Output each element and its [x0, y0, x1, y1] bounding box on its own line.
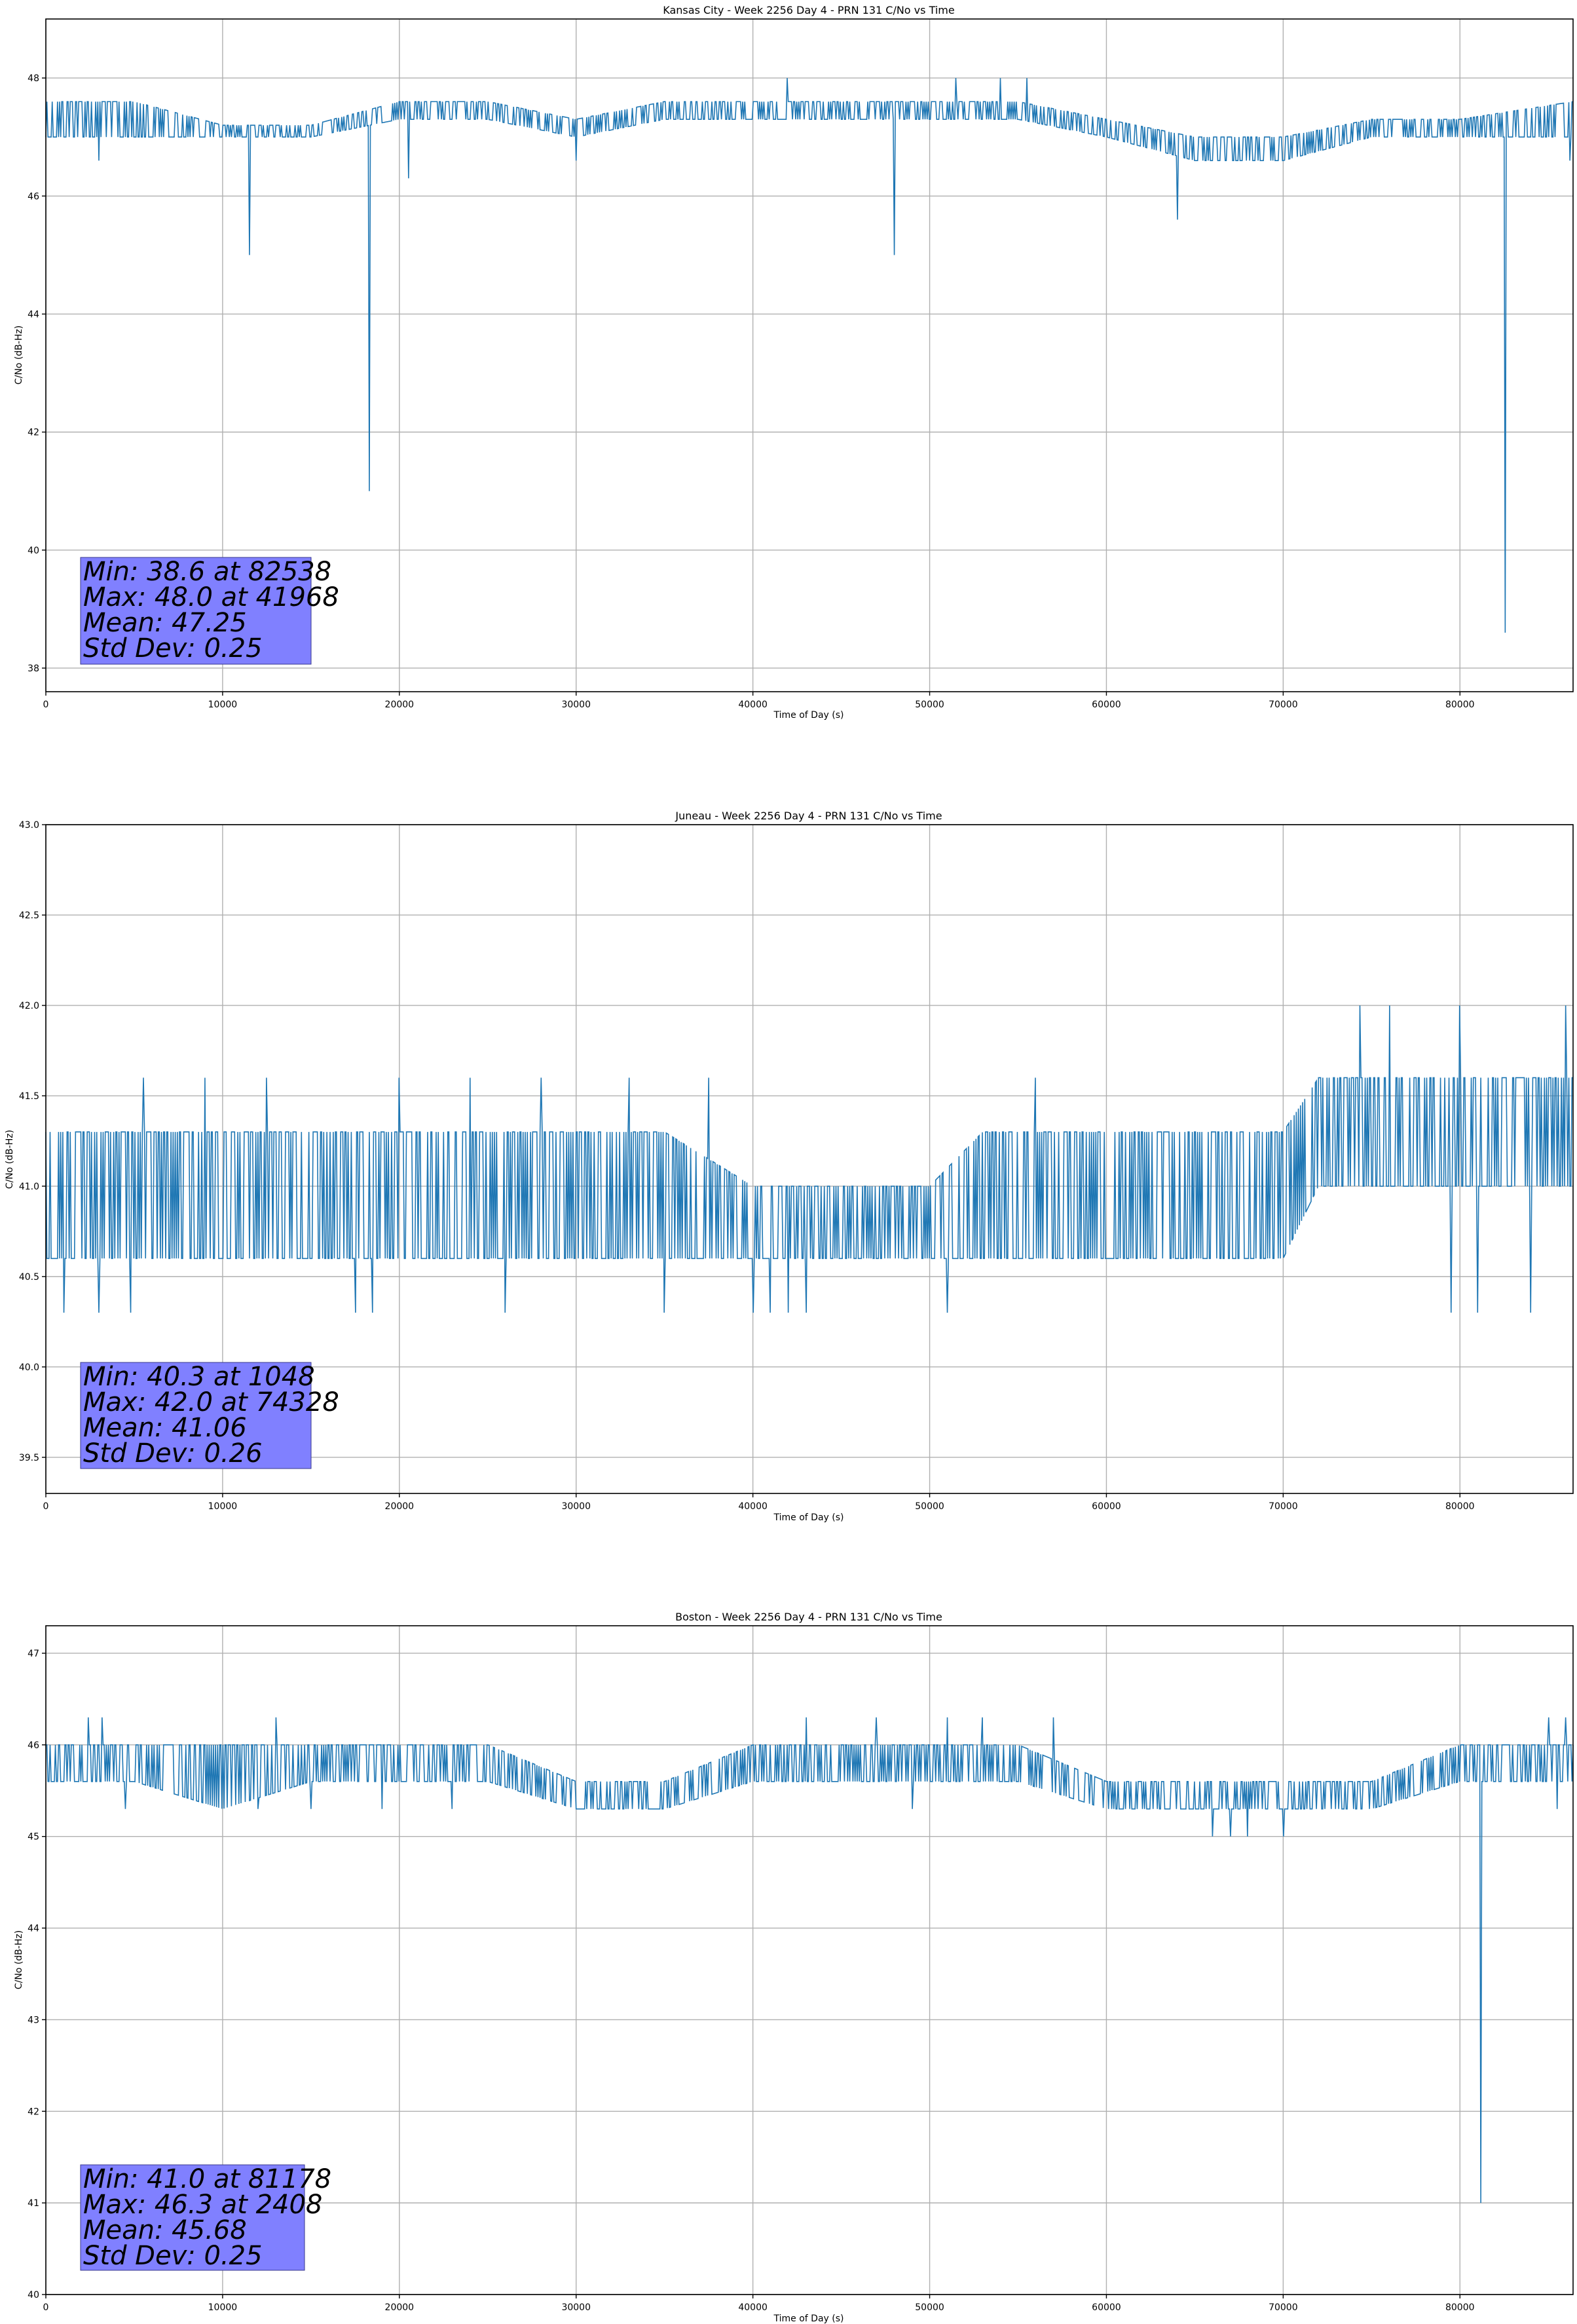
x-tick-label: 40000 — [738, 700, 768, 710]
stats-box-background — [80, 2164, 305, 2271]
stats-box-background — [80, 557, 312, 665]
stats-std-dev: Std Dev: 0.26 — [83, 1438, 263, 1469]
x-axis-ticks: 0 10000 20000 30000 40000 50000 60000 70000 8000… — [43, 692, 1475, 710]
x-tick-label: 60000 — [1092, 2302, 1121, 2313]
stats-box: Min: 38.6 at 82538 Max: 48.0 at 41968 Me… — [80, 557, 339, 665]
x-tick-label: 20000 — [385, 1501, 415, 1512]
y-axis-label: C/No (dB-Hz) — [14, 326, 24, 384]
x-tick-label: 60000 — [1092, 1501, 1121, 1512]
x-tick-label: 30000 — [561, 2302, 591, 2313]
chart-title: Juneau - Week 2256 Day 4 - PRN 131 C/No … — [675, 810, 942, 822]
y-axis-ticks: 39.5 40.0 40.5 41.0 41.5 42.0 42.5 43.0 — [19, 820, 46, 1463]
stats-mean: Mean: 45.68 — [83, 2215, 247, 2245]
y-tick-label: 42.0 — [19, 1001, 39, 1011]
series-path — [45, 1005, 1573, 1313]
y-tick-label: 46 — [28, 1740, 39, 1751]
x-tick-label: 10000 — [208, 2302, 238, 2313]
y-tick-label: 48 — [28, 73, 39, 84]
stats-min: Min: 38.6 at 82538 — [83, 557, 331, 587]
series-path — [45, 78, 1574, 633]
x-tick-label: 40000 — [738, 1501, 768, 1512]
y-tick-label: 41.5 — [19, 1091, 39, 1102]
y-axis-ticks: 38 40 42 44 46 48 — [28, 73, 46, 674]
y-tick-label: 43.0 — [19, 820, 39, 831]
y-axis-label: C/No (dB-Hz) — [14, 1930, 24, 1989]
x-tick-label: 50000 — [915, 700, 944, 710]
y-tick-label: 38 — [28, 664, 39, 674]
x-axis-label: Time of Day (s) — [773, 2314, 844, 2324]
y-tick-label: 39.5 — [19, 1453, 39, 1463]
y-tick-label: 46 — [28, 191, 39, 202]
series-line — [45, 1005, 1573, 1313]
x-tick-label: 0 — [43, 1501, 49, 1512]
x-tick-label: 80000 — [1445, 2302, 1475, 2313]
y-tick-label: 40.0 — [19, 1362, 39, 1373]
x-tick-label: 20000 — [385, 2302, 415, 2313]
stats-min: Min: 40.3 at 1048 — [83, 1362, 315, 1392]
x-axis-label: Time of Day (s) — [773, 710, 844, 721]
x-tick-label: 70000 — [1269, 2302, 1298, 2313]
stats-max: Max: 48.0 at 41968 — [83, 582, 339, 612]
stats-mean: Mean: 41.06 — [83, 1413, 247, 1443]
y-tick-label: 44 — [28, 1924, 39, 1934]
chart-title: Kansas City - Week 2256 Day 4 - PRN 131 … — [663, 4, 954, 16]
y-tick-label: 42 — [28, 2107, 39, 2117]
chart-title: Boston - Week 2256 Day 4 - PRN 131 C/No … — [675, 1611, 942, 1623]
y-tick-label: 45 — [28, 1832, 39, 1843]
x-tick-label: 50000 — [915, 2302, 944, 2313]
y-axis-label: C/No (dB-Hz) — [5, 1130, 15, 1189]
series-path — [46, 1717, 1574, 2203]
x-tick-label: 0 — [43, 2302, 49, 2313]
y-tick-label: 41 — [28, 2198, 39, 2209]
stats-max: Max: 46.3 at 2408 — [83, 2190, 322, 2220]
x-tick-label: 70000 — [1269, 1501, 1298, 1512]
y-tick-label: 42 — [28, 428, 39, 438]
stats-box-background — [80, 1362, 312, 1469]
chart-panel-boston: Boston - Week 2256 Day 4 - PRN 131 C/No … — [14, 1611, 1574, 2324]
x-tick-label: 40000 — [738, 2302, 768, 2313]
x-tick-label: 30000 — [561, 700, 591, 710]
stats-std-dev: Std Dev: 0.25 — [83, 2241, 263, 2271]
stats-std-dev: Std Dev: 0.25 — [83, 633, 263, 664]
grid — [45, 19, 1573, 692]
x-axis-label: Time of Day (s) — [773, 1512, 844, 1523]
y-tick-label: 40.5 — [19, 1272, 39, 1283]
chart-panel-kansas-city: Kansas City - Week 2256 Day 4 - PRN 131 … — [14, 4, 1574, 721]
y-tick-label: 47 — [28, 1649, 39, 1659]
x-tick-label: 50000 — [915, 1501, 944, 1512]
y-tick-label: 40 — [28, 546, 39, 556]
plot-frame — [45, 18, 1574, 692]
x-tick-label: 70000 — [1269, 700, 1298, 710]
y-tick-label: 41.0 — [19, 1182, 39, 1192]
x-axis-ticks: 0 10000 20000 30000 40000 50000 60000 70000 8000… — [43, 1493, 1475, 1512]
x-tick-label: 80000 — [1445, 1501, 1475, 1512]
series-line — [45, 78, 1574, 633]
x-tick-label: 20000 — [385, 700, 415, 710]
y-axis-ticks: 40 41 42 43 44 45 46 47 — [28, 1649, 46, 2300]
plot-frame — [45, 824, 1574, 1494]
y-tick-label: 40 — [28, 2290, 39, 2300]
chart-panel-juneau: Juneau - Week 2256 Day 4 - PRN 131 C/No … — [5, 810, 1574, 1523]
stats-min: Min: 41.0 at 81178 — [83, 2164, 331, 2194]
x-tick-label: 30000 — [561, 1501, 591, 1512]
stats-max: Max: 42.0 at 74328 — [83, 1387, 339, 1417]
series-line — [46, 1717, 1574, 2203]
x-tick-label: 60000 — [1092, 700, 1121, 710]
stats-box: Min: 41.0 at 81178 Max: 46.3 at 2408 Mea… — [80, 2164, 331, 2271]
x-tick-label: 10000 — [208, 1501, 238, 1512]
stats-box: Min: 40.3 at 1048 Max: 42.0 at 74328 Mea… — [80, 1362, 339, 1469]
x-axis-ticks: 0 10000 20000 30000 40000 50000 60000 70000 8000… — [43, 2295, 1475, 2313]
x-tick-label: 80000 — [1445, 700, 1475, 710]
y-tick-label: 42.5 — [19, 910, 39, 921]
y-tick-label: 43 — [28, 2015, 39, 2025]
stats-mean: Mean: 47.25 — [83, 608, 247, 638]
x-tick-label: 0 — [43, 700, 49, 710]
plot-frame — [45, 1625, 1574, 2295]
x-tick-label: 10000 — [208, 700, 238, 710]
y-tick-label: 44 — [28, 309, 39, 320]
